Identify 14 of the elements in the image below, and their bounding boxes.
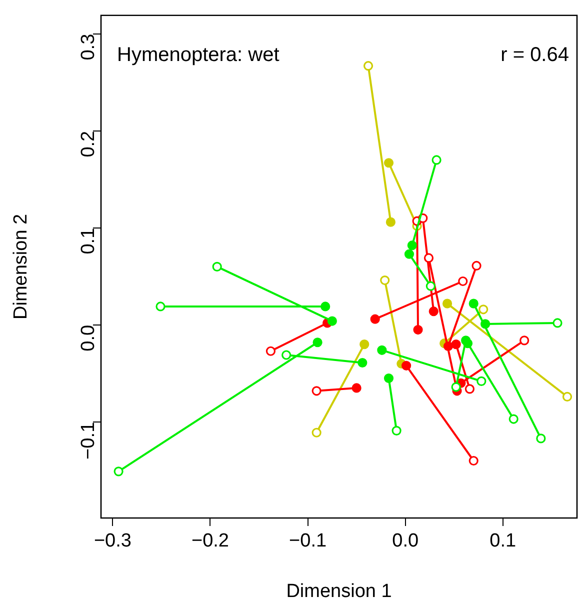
annotation: r = 0.64 <box>500 44 569 66</box>
y-axis-title: Dimension 2 <box>10 214 32 320</box>
y-tick-label: 0.0 <box>78 324 100 352</box>
x-tick-label: −0.3 <box>94 530 132 552</box>
x-tick-label: 0.1 <box>490 530 516 552</box>
y-tick-label: 0.2 <box>78 130 100 158</box>
x-tick-label: −0.2 <box>191 530 230 552</box>
annotation: Hymenoptera: wet <box>117 44 280 66</box>
y-tick-label: −0.1 <box>78 422 100 460</box>
x-axis-title: Dimension 1 <box>286 580 392 602</box>
x-tick-label: 0.0 <box>392 530 419 552</box>
y-tick-label: 0.1 <box>78 228 100 254</box>
x-tick-label: −0.1 <box>289 530 327 552</box>
y-tick-label: 0.3 <box>78 34 100 60</box>
